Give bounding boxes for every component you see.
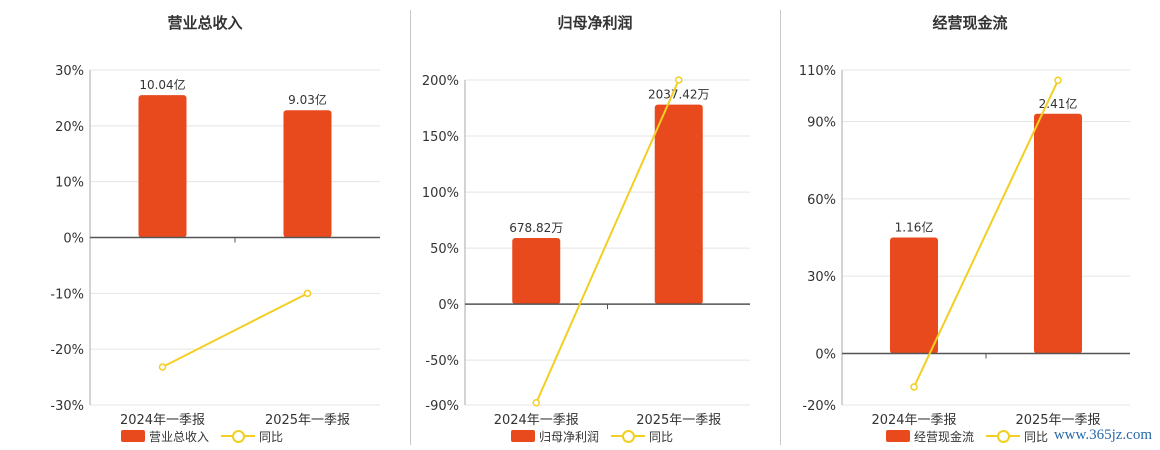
y-tick-label: 10%	[55, 176, 84, 191]
y-tick-label: 0%	[63, 232, 84, 247]
legend-bar-swatch-icon	[885, 430, 910, 442]
legend-label: 同比	[649, 429, 674, 444]
x-category-label: 2024年一季报	[871, 413, 956, 428]
chart-title: 经营现金流	[932, 14, 1008, 32]
y-tick-label: 150%	[422, 130, 459, 145]
yoy-point	[303, 289, 312, 298]
y-tick-label: -90%	[425, 399, 459, 414]
y-tick-label: 60%	[807, 193, 836, 208]
y-tick-label: 110%	[799, 64, 836, 79]
bar	[283, 110, 332, 238]
yoy-line	[913, 79, 1059, 388]
legend: 归母净利润 同比	[410, 427, 780, 445]
legend-label: 同比	[1024, 429, 1049, 444]
x-category-label: 2025年一季报	[636, 413, 721, 428]
legend-line-marker-icon	[611, 430, 645, 443]
legend-label: 营业总收入	[148, 429, 209, 444]
y-tick-label: 50%	[430, 242, 459, 257]
yoy-point	[1054, 76, 1062, 85]
bar	[654, 104, 703, 305]
legend: 经营现金流 同比	[780, 427, 1160, 445]
bar	[512, 238, 561, 305]
legend-item-line[interactable]: 同比	[221, 428, 283, 445]
bar	[890, 237, 938, 354]
yoy-point	[158, 363, 167, 371]
bar	[138, 95, 187, 238]
chart-panel: 营业总收入 -30% -20% -10% 0% 10% 20% 30% 10.04亿 9.03亿 2…	[0, 0, 410, 450]
y-tick-label: 30%	[807, 270, 836, 285]
chart-svg: -90% -50% 0% 50% 100% 150% 200% 678.82万 2037.42万…	[422, 74, 750, 428]
y-tick-label: -10%	[50, 287, 84, 302]
y-tick-label: 90%	[807, 116, 836, 131]
bar-data-label: 1.16亿	[895, 220, 934, 235]
yoy-point	[532, 399, 540, 407]
legend-line-marker-icon	[221, 430, 255, 443]
x-category-label: 2024年一季报	[494, 413, 579, 428]
x-category-label: 2025年一季报	[1015, 413, 1100, 428]
y-tick-label: 200%	[422, 74, 459, 89]
y-tick-label: 20%	[55, 120, 84, 135]
legend-item-line[interactable]: 同比	[611, 428, 673, 445]
legend-label: 同比	[259, 429, 284, 444]
y-tick-label: 0%	[815, 347, 836, 362]
chart-panel: 归母净利润 -90% -50% 0% 50% 100% 150% 200% 678.82万 203…	[410, 0, 780, 450]
x-category-label: 2024年一季报	[120, 413, 205, 428]
watermark: www.365jz.com	[1053, 427, 1152, 443]
bar-data-label: 678.82万	[509, 221, 563, 235]
panel-divider	[410, 10, 411, 445]
legend-label: 经营现金流	[913, 429, 974, 444]
legend: 营业总收入 同比	[0, 427, 410, 445]
chart-svg: -30% -20% -10% 0% 10% 20% 30% 10.04亿 9.03亿 2024年一…	[50, 64, 380, 428]
y-tick-label: -20%	[50, 343, 84, 358]
legend-label: 归母净利润	[538, 429, 599, 444]
panel-divider	[780, 10, 781, 445]
yoy-point	[910, 383, 918, 391]
y-tick-label: -20%	[802, 399, 836, 414]
legend-bar-swatch-icon	[120, 430, 145, 442]
legend-item-bar[interactable]: 归母净利润	[510, 428, 599, 445]
yoy-line	[162, 292, 308, 368]
legend-line-marker-icon	[986, 430, 1020, 443]
bar-data-label: 10.04亿	[139, 77, 185, 92]
x-category-label: 2025年一季报	[265, 413, 350, 428]
bar	[1034, 113, 1082, 354]
yoy-point	[675, 76, 683, 84]
y-tick-label: 100%	[422, 186, 459, 201]
bar-data-label: 9.03亿	[288, 92, 327, 107]
chart-title: 营业总收入	[167, 14, 243, 32]
chart-title: 归母净利润	[557, 14, 633, 32]
bar-data-label: 2037.42万	[648, 88, 710, 102]
yoy-line	[535, 79, 680, 404]
legend-item-line[interactable]: 同比	[986, 428, 1048, 445]
y-tick-label: -30%	[50, 399, 84, 414]
legend-item-bar[interactable]: 营业总收入	[120, 428, 209, 445]
y-tick-label: 0%	[438, 298, 459, 313]
legend-item-bar[interactable]: 经营现金流	[885, 428, 974, 445]
y-tick-label: -50%	[425, 354, 459, 369]
legend-bar-swatch-icon	[510, 430, 535, 442]
chart-panel: 经营现金流 -20% 0% 30% 60% 90% 110% 1.16亿 2.41亿 2024年一…	[780, 0, 1160, 450]
y-tick-label: 30%	[55, 64, 84, 79]
